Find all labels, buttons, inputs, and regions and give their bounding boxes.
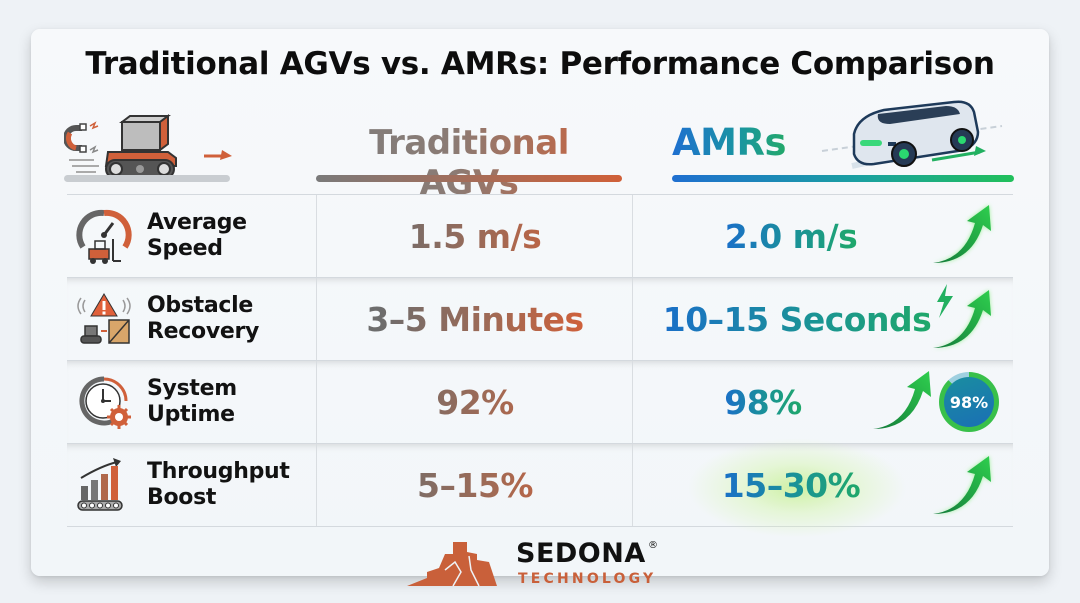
mountain-logo-icon	[407, 542, 497, 587]
clock-gear-icon	[79, 376, 131, 429]
table-row-system-uptime: System Uptime 92% 98% 98%	[67, 360, 1013, 443]
metric-label-line1: Average	[147, 210, 247, 235]
column-header-agv: Traditional AGVs	[316, 123, 622, 203]
metric-label-line2: Boost	[147, 485, 217, 510]
metric-label: Average Speed	[147, 210, 247, 262]
column-divider	[316, 361, 317, 443]
column-divider	[632, 278, 633, 360]
amr-value: 15–30%	[633, 444, 949, 526]
column-divider	[316, 195, 317, 277]
agv-value: 1.5 m/s	[317, 195, 633, 277]
sedona-logo: SEDONA ® TECHNOLOGY	[400, 538, 680, 592]
amr-value-text: 2.0 m/s	[724, 216, 858, 256]
metric-label: Throughput Boost	[147, 459, 290, 511]
metric-label-line1: Obstacle	[147, 293, 254, 318]
comparison-table: Average Speed 1.5 m/s 2.0 m/s Obstacle	[67, 194, 1013, 538]
registered-mark: ®	[648, 540, 658, 551]
metric-label-line1: System	[147, 376, 237, 401]
logo-name: SEDONA	[516, 538, 646, 569]
column-header-amr: AMRs	[672, 121, 786, 164]
column-divider	[632, 361, 633, 443]
up-arrow-icon	[933, 205, 991, 263]
metric-label-line2: Recovery	[147, 319, 260, 344]
agv-value: 92%	[317, 361, 633, 443]
agv-value: 5–15%	[317, 444, 633, 526]
bar-chart-conveyor-icon	[77, 458, 123, 511]
column-divider	[316, 278, 317, 360]
amr-value-text: 15–30%	[721, 465, 861, 505]
table-row-throughput-boost: Throughput Boost 5–15% 15–30%	[67, 438, 1013, 538]
table-row-average-speed: Average Speed 1.5 m/s 2.0 m/s	[67, 194, 1013, 277]
amr-value: 2.0 m/s	[633, 195, 949, 277]
uptime-badge: 98%	[939, 372, 999, 432]
agv-icon-underline	[64, 175, 230, 182]
agv-value: 3–5 Minutes	[317, 278, 633, 360]
metric-label: Obstacle Recovery	[147, 293, 259, 345]
speedometer-forklift-icon	[76, 209, 132, 264]
metric-label: System Uptime	[147, 376, 237, 428]
up-arrow-icon	[933, 456, 991, 514]
warning-robot-crate-icon	[77, 293, 131, 344]
metric-label-line2: Uptime	[147, 402, 235, 427]
page-title: Traditional AGVs vs. AMRs: Performance C…	[85, 46, 995, 82]
logo-subtitle: TECHNOLOGY	[518, 571, 657, 587]
column-divider	[632, 195, 633, 277]
table-row-obstacle-recovery: Obstacle Recovery 3–5 Minutes 10–15 Seco…	[67, 277, 1013, 360]
amr-value-text: 98%	[724, 382, 802, 422]
column-divider	[632, 444, 633, 526]
amr-vehicle-icon	[821, 100, 1003, 169]
amr-value-text: 10–15 Seconds	[662, 299, 932, 339]
up-arrow-icon	[933, 290, 991, 348]
agv-header-underline	[316, 175, 622, 182]
metric-label-line2: Speed	[147, 236, 223, 261]
amr-header-underline	[672, 175, 1014, 182]
uptime-badge-text: 98%	[944, 377, 994, 427]
amr-value: 10–15 Seconds	[647, 278, 947, 360]
amr-value: 98%	[633, 361, 893, 443]
agv-robot-magnet-icon	[64, 114, 232, 179]
up-arrow-icon	[873, 371, 931, 429]
metric-label-line1: Throughput	[147, 459, 290, 484]
lightning-icon	[937, 284, 953, 318]
column-divider	[316, 444, 317, 526]
